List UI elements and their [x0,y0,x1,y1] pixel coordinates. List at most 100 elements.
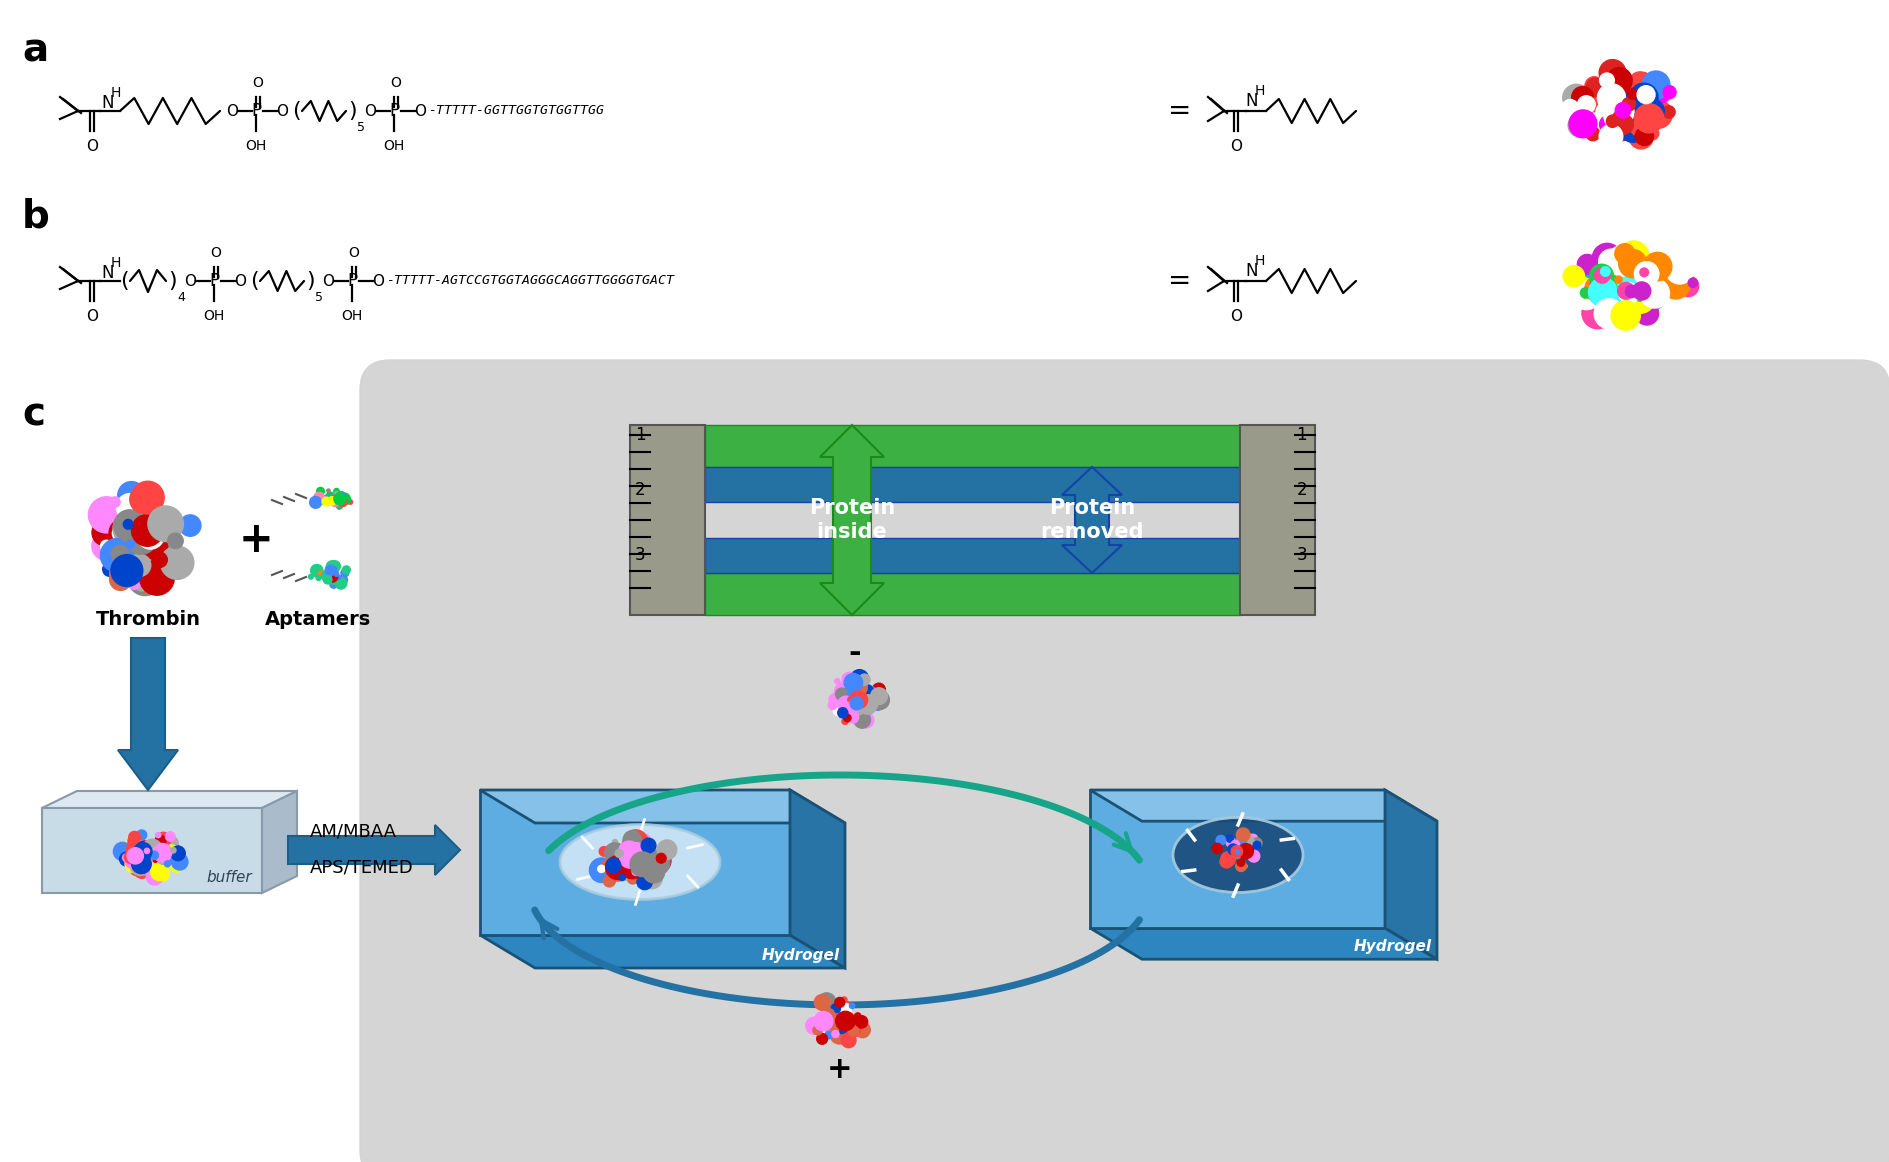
Circle shape [134,863,149,878]
Circle shape [1226,835,1234,842]
Circle shape [638,858,657,877]
Circle shape [831,1027,839,1033]
Circle shape [1643,88,1651,94]
Circle shape [155,867,168,881]
Circle shape [1638,282,1666,310]
Circle shape [138,537,149,550]
Circle shape [873,683,884,696]
Circle shape [818,992,835,1011]
Circle shape [848,1003,854,1009]
Circle shape [610,858,620,869]
Text: O: O [227,103,238,119]
Circle shape [1589,278,1617,307]
Circle shape [835,679,839,683]
Circle shape [1632,272,1651,290]
Circle shape [1625,87,1645,109]
Circle shape [145,526,157,538]
Circle shape [1606,119,1621,134]
Circle shape [810,1020,816,1026]
Circle shape [831,1032,837,1038]
Circle shape [1579,288,1591,299]
Circle shape [1598,106,1617,124]
Circle shape [93,519,119,546]
Circle shape [110,497,121,508]
Ellipse shape [559,825,720,899]
Circle shape [94,521,121,548]
Circle shape [854,1023,869,1038]
Polygon shape [1385,790,1436,959]
Circle shape [334,493,346,504]
Circle shape [1640,268,1647,277]
Circle shape [1619,107,1632,120]
Text: O: O [391,76,400,89]
Circle shape [1645,128,1659,139]
Circle shape [334,578,346,589]
Circle shape [1211,844,1222,854]
Circle shape [144,528,161,544]
Circle shape [604,856,629,880]
Circle shape [814,1012,833,1031]
Circle shape [1568,110,1596,138]
Text: P: P [210,272,219,290]
Circle shape [342,566,349,574]
FancyBboxPatch shape [359,360,1889,1162]
Text: Aptamers: Aptamers [264,610,370,629]
Circle shape [818,998,831,1011]
Circle shape [136,573,155,593]
Circle shape [812,1014,822,1025]
Circle shape [145,526,168,548]
Circle shape [119,535,142,557]
Circle shape [631,862,652,884]
Circle shape [1628,107,1636,114]
Circle shape [829,694,841,705]
Text: O: O [348,246,359,260]
Polygon shape [820,425,884,615]
Circle shape [1562,266,1583,287]
Circle shape [136,830,147,840]
Circle shape [1234,853,1241,859]
Circle shape [1613,100,1630,117]
Circle shape [850,669,869,688]
Circle shape [1615,249,1642,274]
Circle shape [327,561,338,573]
Circle shape [856,701,861,708]
Circle shape [329,495,340,507]
Circle shape [132,854,151,874]
Circle shape [631,868,638,875]
Circle shape [314,493,325,503]
Circle shape [128,560,144,576]
Text: N: N [102,264,113,282]
Text: O: O [321,273,334,288]
Circle shape [132,481,164,514]
Circle shape [1592,299,1623,329]
Circle shape [329,580,332,583]
Circle shape [835,1007,850,1024]
Circle shape [644,876,654,885]
Circle shape [846,696,852,702]
Circle shape [854,708,863,718]
Circle shape [822,1017,835,1028]
Circle shape [835,688,848,701]
Circle shape [640,838,655,853]
Circle shape [861,686,876,702]
Circle shape [144,489,166,511]
Circle shape [151,568,166,583]
FancyBboxPatch shape [705,573,1239,615]
Circle shape [1651,268,1657,275]
Circle shape [162,486,191,512]
Circle shape [635,849,646,861]
Circle shape [140,560,174,595]
Circle shape [818,1020,833,1035]
Circle shape [1623,275,1645,300]
Circle shape [329,494,342,505]
Circle shape [130,486,157,514]
Circle shape [1591,243,1621,273]
Circle shape [1598,249,1623,274]
Circle shape [1585,78,1604,96]
Circle shape [323,572,327,576]
Circle shape [627,875,637,884]
Circle shape [629,852,654,876]
Text: O: O [210,246,221,260]
Circle shape [1220,856,1232,867]
Circle shape [1596,100,1611,116]
